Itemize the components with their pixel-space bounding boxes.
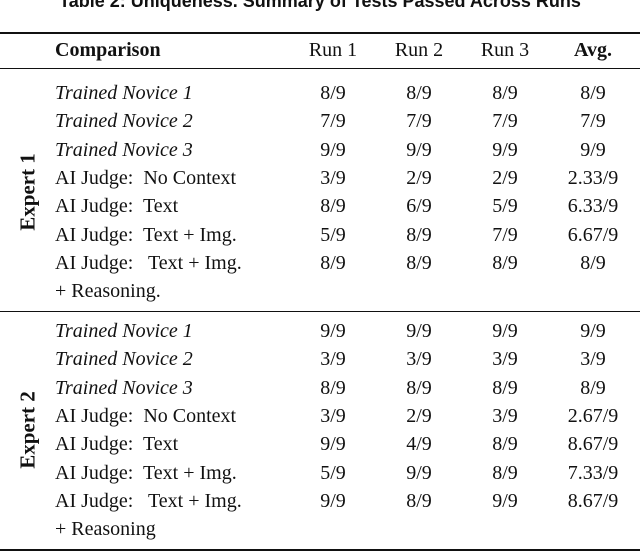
- value-cell: 8/9: [406, 223, 432, 246]
- comparison-cell: AI Judge: Text + Img.: [55, 489, 242, 512]
- value-cell: 3/9: [320, 166, 346, 189]
- comparison-cell: Trained Novice 3: [55, 376, 193, 399]
- comparison-cell: AI Judge: Text: [55, 195, 179, 218]
- comparison-cell: AI Judge: Text + Img.: [55, 223, 237, 246]
- table-rule: [0, 311, 640, 313]
- value-cell: 7/9: [492, 110, 518, 133]
- value-cell: 2.33/9: [567, 166, 619, 189]
- value-cell: 3/9: [320, 405, 346, 427]
- header-cell: Run 1: [308, 39, 358, 61]
- value-cell: 8/9: [580, 82, 606, 104]
- value-cell: 9/9: [406, 320, 432, 343]
- value-cell: 8/9: [492, 251, 518, 274]
- value-cell: 9/9: [320, 489, 346, 512]
- value-cell: 2.67/9: [567, 405, 619, 427]
- value-cell: 3/9: [492, 405, 518, 427]
- header-cell: Comparison: [55, 39, 161, 61]
- value-cell: 8/9: [320, 195, 346, 218]
- value-cell: 8/9: [406, 251, 432, 274]
- value-cell: 2/9: [406, 166, 432, 189]
- value-cell: 6.67/9: [567, 223, 619, 246]
- value-cell: 3/9: [492, 348, 518, 371]
- value-cell: 9/9: [320, 138, 346, 161]
- value-cell: 3/9: [406, 348, 432, 371]
- value-cell: 9/9: [406, 138, 432, 161]
- comparison-cell: Trained Novice 3: [55, 138, 193, 161]
- value-cell: 8/9: [492, 376, 518, 399]
- value-cell: 5/9: [492, 195, 518, 218]
- comparison-cell: AI Judge: Text + Img.: [55, 251, 242, 274]
- value-cell: 7/9: [320, 110, 346, 133]
- value-cell: 9/9: [492, 320, 518, 343]
- value-cell: 9/9: [580, 138, 606, 161]
- value-cell: 9/9: [580, 320, 606, 343]
- table-title: Table 2: Uniqueness. Summary of Tests Pa…: [59, 0, 581, 11]
- value-cell: 2/9: [406, 405, 432, 427]
- value-cell: 7/9: [406, 110, 432, 133]
- table-rule: [0, 549, 640, 551]
- value-cell: 8/9: [320, 82, 346, 104]
- value-cell: 9/9: [492, 489, 518, 512]
- group-label: Expert 1: [15, 153, 40, 231]
- value-cell: 7.33/9: [567, 461, 619, 484]
- value-cell: 4/9: [406, 433, 432, 456]
- comparison-cell: Trained Novice 2: [55, 348, 193, 371]
- value-cell: 8.67/9: [567, 433, 619, 456]
- header-cell: Run 2: [394, 39, 444, 61]
- value-cell: 6.33/9: [567, 195, 619, 218]
- value-cell: 8/9: [492, 82, 518, 104]
- value-cell: 8/9: [320, 376, 346, 399]
- value-cell: 7/9: [580, 110, 606, 133]
- value-cell: 8/9: [580, 376, 606, 399]
- header-cell: Avg.: [574, 39, 612, 61]
- comparison-cell: AI Judge: Text + Img.: [55, 461, 237, 484]
- comparison-cell: AI Judge: No Context: [55, 166, 237, 189]
- value-cell: 8/9: [320, 251, 346, 274]
- value-cell: 7/9: [492, 223, 518, 246]
- value-cell: 5/9: [320, 461, 346, 484]
- value-cell: 9/9: [406, 461, 432, 484]
- value-cell: 8/9: [492, 461, 518, 484]
- value-cell: 2/9: [492, 166, 518, 189]
- value-cell: 8/9: [406, 376, 432, 399]
- comparison-cell: Trained Novice 1: [55, 82, 193, 104]
- group-label: Expert 2: [15, 391, 40, 469]
- table-rule: [0, 32, 640, 34]
- value-cell: 9/9: [320, 433, 346, 456]
- header-cell: Run 3: [480, 39, 530, 61]
- comparison-cell: Trained Novice 2: [55, 110, 193, 133]
- value-cell: 6/9: [406, 195, 432, 218]
- value-cell: 3/9: [580, 348, 606, 371]
- value-cell: 9/9: [492, 138, 518, 161]
- comparison-cell: AI Judge: No Context: [55, 405, 237, 427]
- value-cell: 8/9: [580, 251, 606, 274]
- comparison-cell: Trained Novice 1: [55, 320, 193, 343]
- comparison-cell: + Reasoning: [55, 518, 156, 541]
- value-cell: 9/9: [320, 320, 346, 343]
- value-cell: 8/9: [406, 489, 432, 512]
- table-rule: [0, 68, 640, 69]
- value-cell: 8/9: [492, 433, 518, 456]
- comparison-cell: + Reasoning.: [55, 280, 161, 303]
- value-cell: 3/9: [320, 348, 346, 371]
- value-cell: 5/9: [320, 223, 346, 246]
- value-cell: 8.67/9: [567, 489, 619, 512]
- comparison-cell: AI Judge: Text: [55, 433, 179, 456]
- value-cell: 8/9: [406, 82, 432, 104]
